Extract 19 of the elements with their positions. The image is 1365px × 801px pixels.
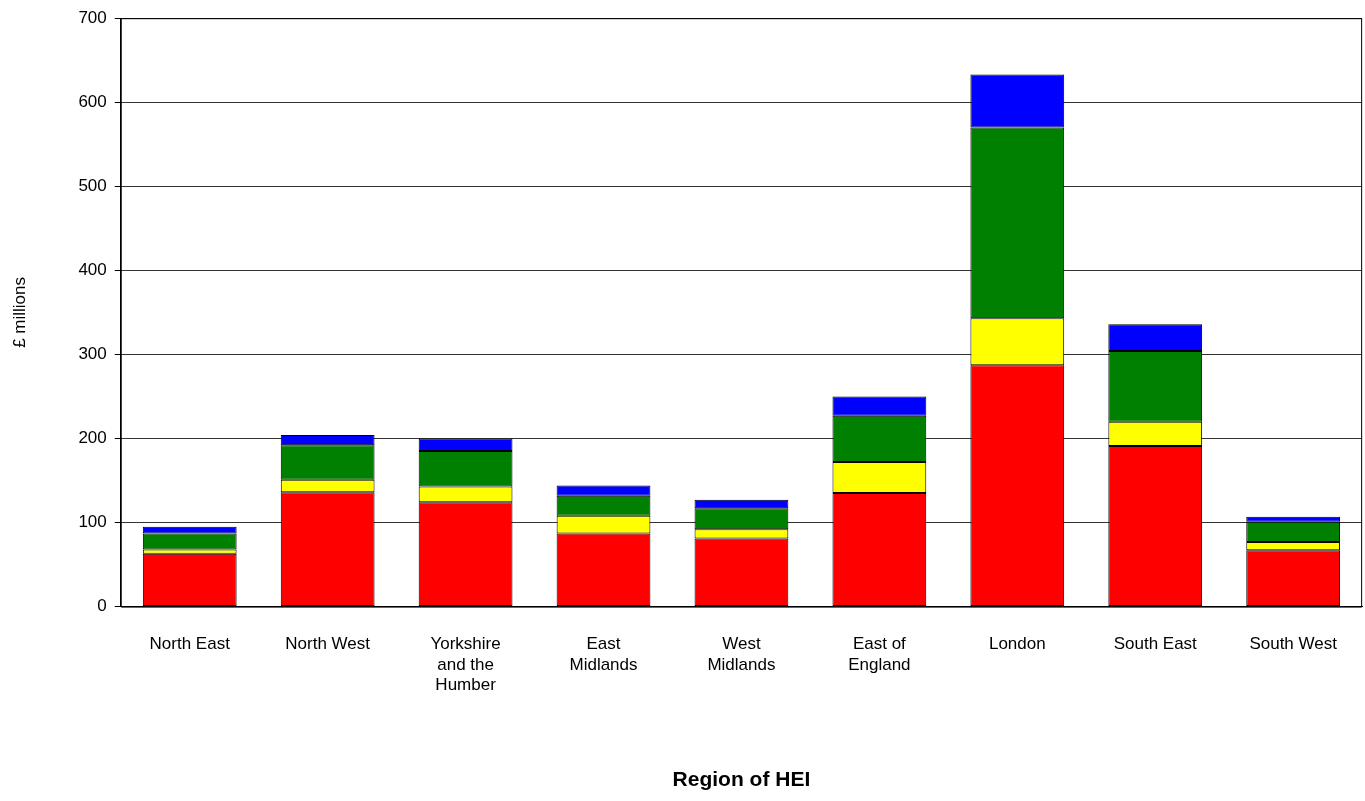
x-tick-label: South East bbox=[1113, 634, 1198, 654]
y-tick-label: 700 bbox=[78, 7, 107, 27]
y-tick-label: 500 bbox=[78, 176, 107, 195]
x-tick-label: North East bbox=[149, 634, 231, 654]
y-tick-label: 600 bbox=[78, 91, 107, 111]
y-tick-label: 200 bbox=[78, 428, 107, 448]
y-axis-title: £ millions bbox=[9, 276, 29, 348]
x-tick-label: Yorkshire and the Humber bbox=[430, 634, 501, 695]
y-tick-label: 0 bbox=[97, 596, 107, 616]
x-tick-label: South West bbox=[1249, 634, 1338, 654]
x-tick-label: East Midlands bbox=[569, 634, 638, 674]
x-tick-label: East of England bbox=[848, 634, 911, 674]
x-tick-label: West Midlands bbox=[707, 634, 776, 674]
x-tick-label: London bbox=[988, 634, 1046, 654]
x-axis-title: Region of HEI bbox=[672, 767, 811, 791]
x-tick-label: North West bbox=[285, 634, 371, 654]
y-tick-label: 100 bbox=[78, 512, 107, 532]
y-tick-label: 300 bbox=[78, 344, 107, 364]
y-tick-label: 400 bbox=[78, 260, 107, 280]
